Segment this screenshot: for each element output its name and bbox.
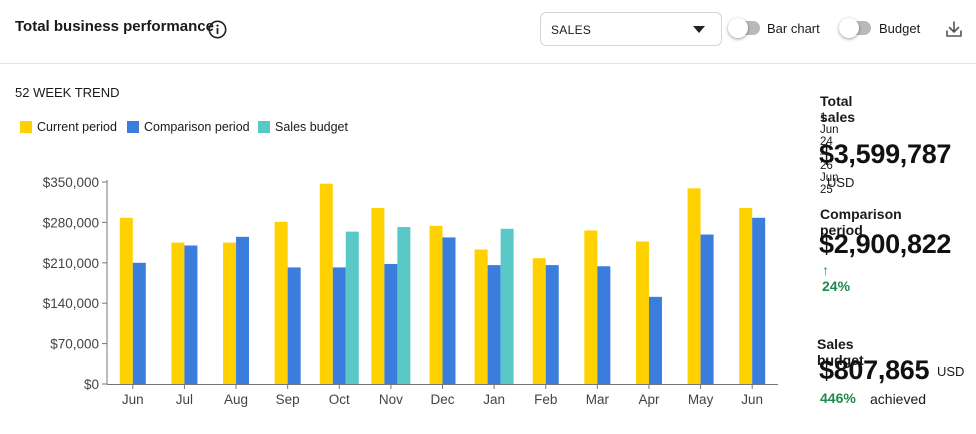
bar-comparison xyxy=(236,236,250,384)
bar-budget xyxy=(345,231,359,384)
legend-swatch-budget xyxy=(258,121,270,133)
bar-budget xyxy=(397,227,411,384)
bar-comparison xyxy=(132,262,146,384)
info-icon[interactable] xyxy=(208,20,227,39)
bar-comparison xyxy=(442,237,456,384)
trend-bar-chart: $0 $70,000 $140,000 $210,000 $280,000 $350,00… xyxy=(43,175,778,407)
toggle-knob xyxy=(839,18,859,38)
budget-percent: 446% xyxy=(820,390,856,406)
bar-comparison xyxy=(752,217,766,384)
x-tick-label: Oct xyxy=(329,392,350,407)
y-tick-label: $280,000 xyxy=(43,215,99,230)
metric-select[interactable]: SALES xyxy=(540,12,722,46)
bar-current xyxy=(429,225,443,384)
bar-current xyxy=(223,242,237,384)
bar-comparison xyxy=(184,245,198,384)
x-tick-label: Apr xyxy=(638,392,660,407)
bar-chart-toggle[interactable] xyxy=(728,18,760,38)
bar-comparison xyxy=(597,266,611,384)
x-tick-label: Jul xyxy=(176,392,193,407)
legend-swatch-comparison xyxy=(127,121,139,133)
legend-label: Comparison period xyxy=(144,120,250,134)
y-tick-label: $210,000 xyxy=(43,256,99,271)
x-tick-label: Dec xyxy=(430,392,454,407)
y-tick-label: $0 xyxy=(84,377,99,392)
legend-label: Sales budget xyxy=(275,120,348,134)
budget-achieved-label: achieved xyxy=(870,391,927,407)
bar-current xyxy=(119,217,133,384)
comparison-value: $2,900,822 xyxy=(819,229,952,259)
bar-comparison xyxy=(648,296,662,384)
bar-current xyxy=(274,221,288,384)
bar-current xyxy=(474,249,488,384)
budget-value: $807,865 xyxy=(819,355,930,385)
y-tick-label: $70,000 xyxy=(50,337,99,352)
bar-comparison xyxy=(384,263,398,384)
total-sales-title: Total sales xyxy=(820,93,856,125)
total-sales-period: 1 Jun 24 – 26 Jun 25 xyxy=(820,112,839,196)
toggle-knob xyxy=(728,18,748,38)
x-tick-label: Feb xyxy=(534,392,557,407)
bar-comparison xyxy=(332,267,346,384)
x-tick-label: Sep xyxy=(276,392,300,407)
legend-label: Current period xyxy=(37,120,117,134)
bar-current xyxy=(319,183,333,384)
bar-comparison xyxy=(700,234,714,384)
x-tick-label: Jun xyxy=(741,392,763,407)
budget-unit: USD xyxy=(937,364,965,379)
y-tick-label: $350,000 xyxy=(43,175,99,190)
metric-select-value: SALES xyxy=(551,23,592,37)
bar-comparison xyxy=(487,265,501,384)
bar-current xyxy=(171,242,185,384)
bar-comparison xyxy=(287,267,301,384)
bar-current xyxy=(584,230,598,384)
budget-toggle[interactable] xyxy=(839,18,871,38)
header-bar: Total business performance SALES Bar cha… xyxy=(0,0,976,64)
x-tick-label: May xyxy=(688,392,714,407)
x-tick-label: Jan xyxy=(483,392,505,407)
bar-current xyxy=(635,241,649,384)
total-sales-unit: USD xyxy=(827,175,855,190)
bar-current xyxy=(739,207,753,384)
bar-current xyxy=(687,188,701,384)
x-tick-label: Mar xyxy=(586,392,610,407)
x-tick-label: Jun xyxy=(122,392,144,407)
download-icon[interactable] xyxy=(944,19,964,39)
budget-toggle-label: Budget xyxy=(879,21,921,36)
bar-comparison xyxy=(545,265,559,384)
comparison-change: ↑ 24% xyxy=(822,262,851,294)
comparison-title: Comparison period xyxy=(820,206,902,238)
x-tick-label: Aug xyxy=(224,392,248,407)
legend-swatch-current xyxy=(20,121,32,133)
total-sales-value: $3,599,787 xyxy=(819,139,952,169)
bar-chart-toggle-label: Bar chart xyxy=(767,21,820,36)
x-tick-label: Nov xyxy=(379,392,403,407)
bar-current xyxy=(532,258,546,384)
trend-title: 52 WEEK TREND xyxy=(15,85,120,100)
page-title: Total business performance xyxy=(15,18,214,35)
y-tick-label: $140,000 xyxy=(43,296,99,311)
chevron-down-icon xyxy=(693,26,705,33)
bar-current xyxy=(371,207,385,384)
bar-budget xyxy=(500,228,514,384)
budget-title: Sales budget xyxy=(817,336,864,368)
